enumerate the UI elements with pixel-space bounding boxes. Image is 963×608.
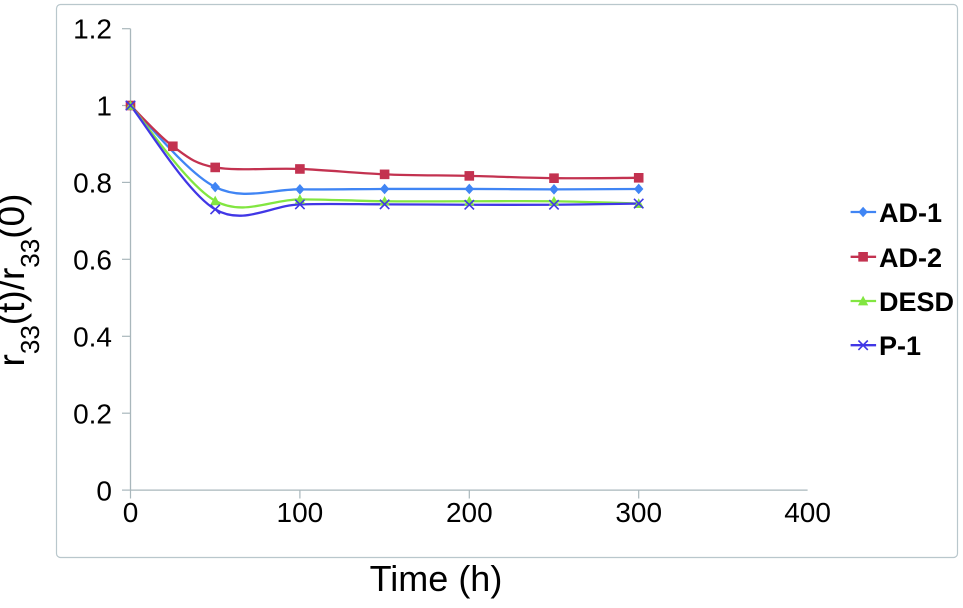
svg-text:100: 100	[277, 497, 324, 528]
svg-text:0.6: 0.6	[73, 245, 112, 276]
svg-text:0.8: 0.8	[73, 168, 112, 199]
svg-text:DESD: DESD	[879, 287, 954, 317]
svg-text:1: 1	[96, 91, 112, 122]
svg-text:AD-2: AD-2	[879, 243, 942, 273]
svg-text:0: 0	[123, 497, 139, 528]
svg-text:200: 200	[446, 497, 493, 528]
svg-text:300: 300	[615, 497, 662, 528]
svg-text:0.2: 0.2	[73, 399, 112, 430]
svg-text:0.4: 0.4	[73, 322, 112, 353]
svg-text:AD-1: AD-1	[879, 198, 942, 228]
svg-text:Time (h): Time (h)	[370, 558, 503, 599]
svg-text:400: 400	[784, 497, 831, 528]
svg-text:1.2: 1.2	[73, 14, 112, 45]
svg-text:0: 0	[96, 476, 112, 507]
svg-text:r33(t)/r33(0): r33(t)/r33(0)	[0, 194, 45, 367]
svg-text:P-1: P-1	[879, 331, 921, 361]
